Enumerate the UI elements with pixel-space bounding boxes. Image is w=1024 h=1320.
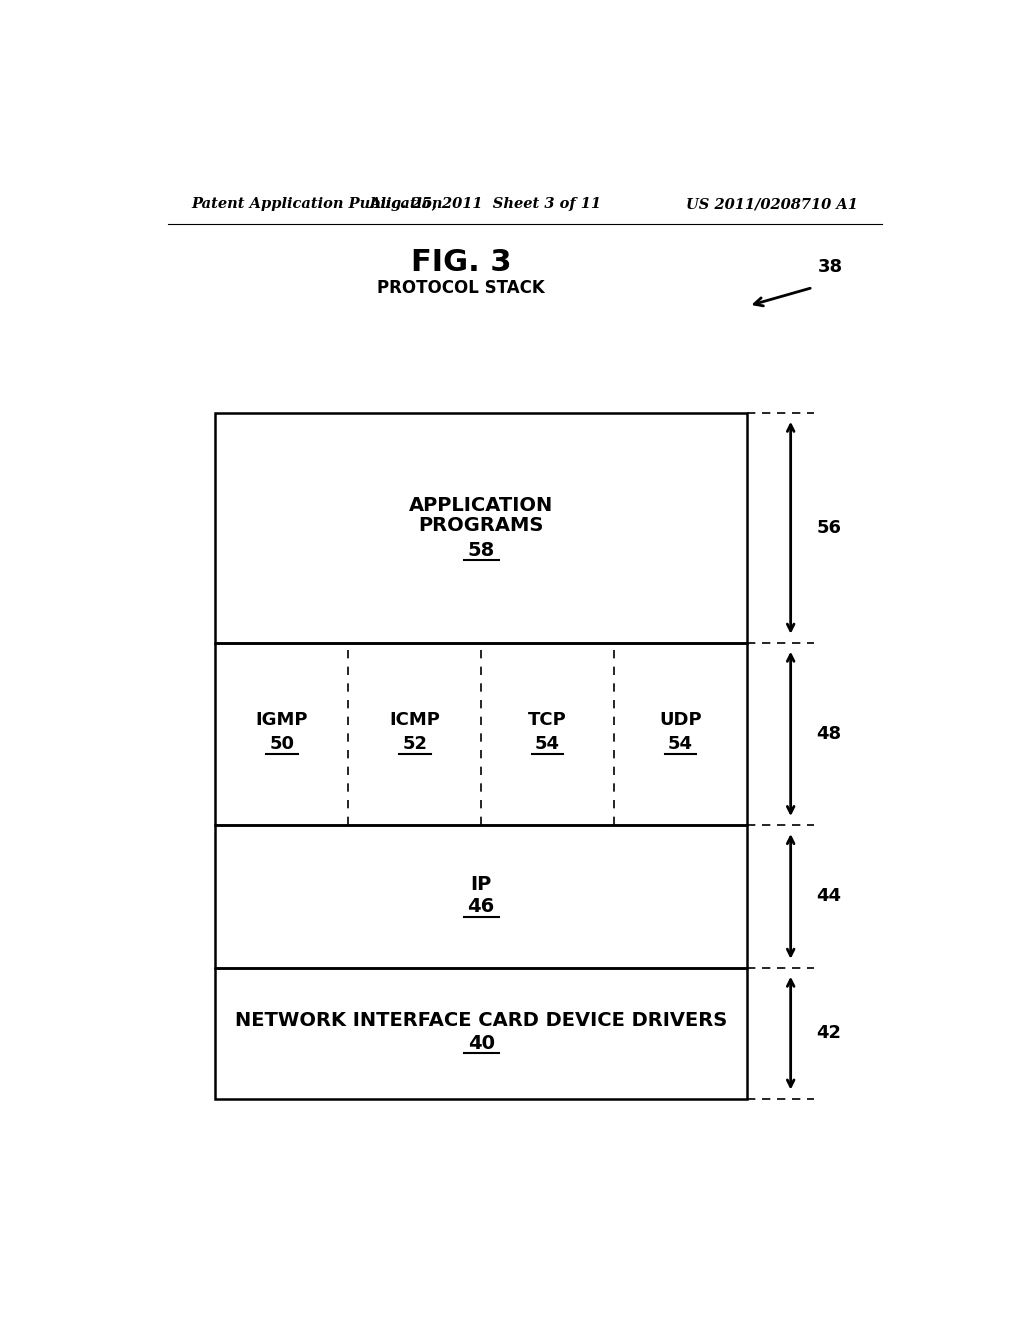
Text: NETWORK INTERFACE CARD DEVICE DRIVERS: NETWORK INTERFACE CARD DEVICE DRIVERS <box>236 1011 727 1031</box>
Text: APPLICATION: APPLICATION <box>409 496 553 515</box>
Text: UDP: UDP <box>659 710 701 729</box>
Text: IP: IP <box>470 875 492 894</box>
Text: 54: 54 <box>668 735 693 752</box>
Text: 50: 50 <box>269 735 294 752</box>
Text: Aug. 25, 2011  Sheet 3 of 11: Aug. 25, 2011 Sheet 3 of 11 <box>369 197 601 211</box>
Text: 44: 44 <box>816 887 842 906</box>
Text: ICMP: ICMP <box>389 710 440 729</box>
Text: US 2011/0208710 A1: US 2011/0208710 A1 <box>686 197 858 211</box>
Text: TCP: TCP <box>528 710 567 729</box>
Text: Patent Application Publication: Patent Application Publication <box>191 197 443 211</box>
Bar <box>215 968 748 1098</box>
Bar <box>215 825 748 968</box>
Text: 38: 38 <box>818 259 843 276</box>
Text: 42: 42 <box>816 1024 842 1043</box>
Text: PROTOCOL STACK: PROTOCOL STACK <box>378 280 545 297</box>
Text: PROGRAMS: PROGRAMS <box>419 516 544 535</box>
Text: 52: 52 <box>402 735 427 752</box>
Text: IGMP: IGMP <box>256 710 308 729</box>
Text: 58: 58 <box>468 541 495 560</box>
Text: 56: 56 <box>816 519 842 537</box>
Text: 48: 48 <box>816 725 842 743</box>
Text: 46: 46 <box>468 898 495 916</box>
Text: 40: 40 <box>468 1034 495 1053</box>
Bar <box>215 643 748 825</box>
Text: FIG. 3: FIG. 3 <box>411 248 512 277</box>
Bar <box>215 413 748 643</box>
Text: 54: 54 <box>536 735 560 752</box>
